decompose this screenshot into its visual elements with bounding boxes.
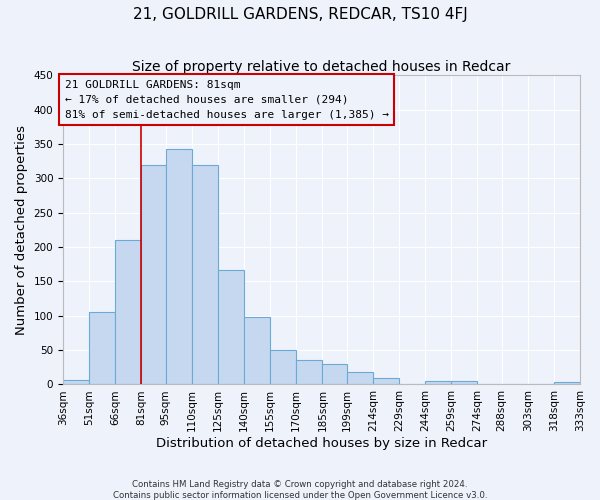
- Text: Contains HM Land Registry data © Crown copyright and database right 2024.
Contai: Contains HM Land Registry data © Crown c…: [113, 480, 487, 500]
- Bar: [192, 164, 218, 384]
- Bar: [89, 312, 115, 384]
- Bar: [270, 350, 296, 384]
- Bar: [166, 148, 192, 384]
- Bar: [347, 372, 373, 384]
- Bar: [322, 364, 347, 384]
- Bar: [373, 378, 399, 384]
- Bar: [451, 381, 478, 384]
- Bar: [244, 317, 270, 384]
- Bar: [115, 240, 142, 384]
- Text: 21 GOLDRILL GARDENS: 81sqm
← 17% of detached houses are smaller (294)
81% of sem: 21 GOLDRILL GARDENS: 81sqm ← 17% of deta…: [65, 80, 389, 120]
- Title: Size of property relative to detached houses in Redcar: Size of property relative to detached ho…: [133, 60, 511, 74]
- Bar: [425, 381, 451, 384]
- Bar: [142, 165, 166, 384]
- Bar: [296, 360, 322, 384]
- Bar: [63, 380, 89, 384]
- Bar: [218, 270, 244, 384]
- Y-axis label: Number of detached properties: Number of detached properties: [15, 125, 28, 335]
- Bar: [554, 382, 580, 384]
- Text: 21, GOLDRILL GARDENS, REDCAR, TS10 4FJ: 21, GOLDRILL GARDENS, REDCAR, TS10 4FJ: [133, 8, 467, 22]
- X-axis label: Distribution of detached houses by size in Redcar: Distribution of detached houses by size …: [156, 437, 487, 450]
